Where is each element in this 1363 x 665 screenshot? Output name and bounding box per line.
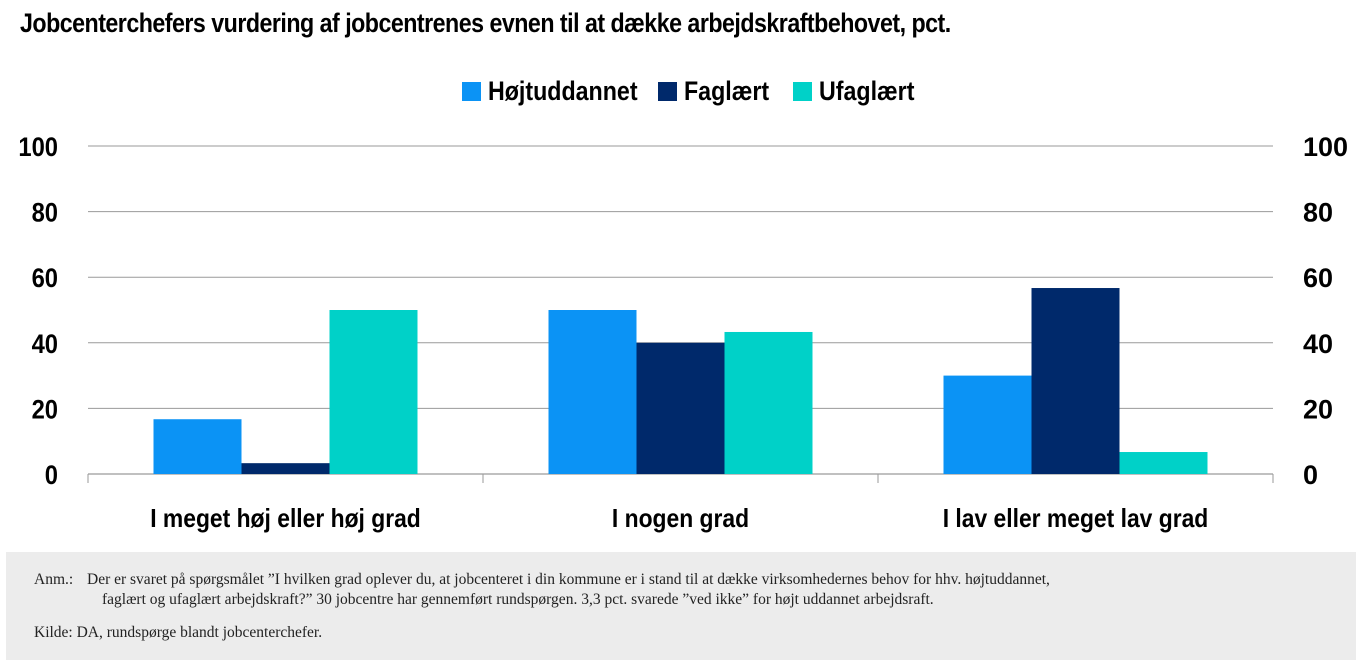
legend-swatch: [793, 82, 812, 101]
bar-ufagl-rt: [329, 310, 418, 474]
bar-h-jtuddannet: [943, 375, 1032, 474]
y-tick-label-left: 40: [32, 329, 58, 359]
y-tick-label-left: 60: [32, 264, 58, 294]
y-tick-label-right: 100: [1303, 132, 1348, 162]
chart-title: Jobcenterchefers vurdering af jobcentren…: [20, 8, 951, 38]
y-tick-label-left: 0: [45, 461, 58, 491]
note-line-2: faglært og ufaglært arbejdskraft?” 30 jo…: [102, 591, 934, 608]
legend-item-h-jtuddannet: Højtuddannet: [462, 76, 638, 106]
bars: [153, 288, 1208, 474]
y-tick-label-left: 100: [18, 133, 58, 163]
bar-fagl-rt: [241, 463, 330, 474]
category-label: I nogen grad: [612, 505, 749, 534]
bar-ufagl-rt: [1119, 452, 1208, 474]
note-box: Anm.: Der er svaret på spørgsmålet ”I hv…: [6, 552, 1356, 660]
y-tick-label-right: 40: [1303, 329, 1333, 359]
legend-label: Ufaglært: [819, 76, 915, 106]
x-axis: I meget høj eller høj grad I nogen grad I …: [87, 474, 1274, 534]
legend-label: Faglært: [684, 76, 770, 106]
bar-h-jtuddannet: [153, 419, 242, 474]
y-tick-label-right: 60: [1303, 263, 1333, 293]
bar-chart: Højtuddannet Faglært Ufaglært 0 20 40 60 80 100…: [18, 76, 1348, 534]
y-tick-label-left: 20: [32, 395, 58, 425]
note-line-1: Der er svaret på spørgsmålet ”I hvilken …: [87, 571, 1050, 588]
bar-h-jtuddannet: [548, 310, 637, 474]
y-tick-label-right: 20: [1303, 394, 1333, 424]
bar-fagl-rt: [1031, 288, 1120, 474]
y-axis-right: 0 20 40 60 80 100: [1303, 132, 1348, 490]
legend-swatch: [658, 82, 677, 101]
legend-item-fagl-rt: Faglært: [658, 76, 770, 106]
category-label: I lav eller meget lav grad: [943, 505, 1209, 534]
y-axis-left: 0 20 40 60 80 100: [18, 133, 58, 491]
source: Kilde: DA, rundspørge blandt jobcenterch…: [34, 624, 323, 641]
note-text: Der er svaret på spørgsmålet ”I hvilken …: [87, 570, 1297, 610]
category-label: I meget høj eller høj grad: [150, 505, 421, 534]
legend-swatch: [462, 82, 481, 101]
y-tick-label-right: 0: [1303, 460, 1318, 490]
legend-item-ufagl-rt: Ufaglært: [793, 76, 915, 106]
y-tick-label-left: 80: [32, 198, 58, 228]
note-prefix: Anm.:: [34, 571, 74, 588]
bar-ufagl-rt: [724, 331, 813, 474]
legend-label: Højtuddannet: [488, 76, 638, 106]
legend: Højtuddannet Faglært Ufaglært: [462, 76, 915, 106]
y-tick-label-right: 80: [1303, 198, 1333, 228]
bar-fagl-rt: [636, 342, 725, 474]
